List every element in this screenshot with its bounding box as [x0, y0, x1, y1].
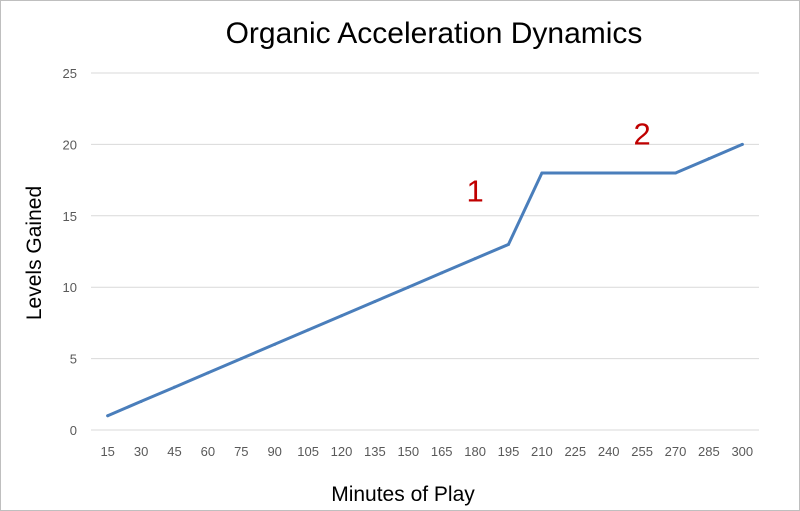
x-axis-ticks: 15 30 45 60 75 90 105 120 135 150 165 180 195 210 225 2… [100, 444, 753, 459]
series-line-0 [106, 142, 744, 418]
data-point [674, 171, 677, 175]
x-tick-label: 30 [134, 444, 148, 459]
data-point [573, 171, 577, 175]
data-point [607, 171, 611, 175]
y-axis-title: Levels Gained [23, 186, 46, 320]
data-point [507, 242, 510, 246]
x-tick-label: 225 [564, 444, 586, 459]
x-tick-label: 210 [531, 444, 553, 459]
data-point [540, 171, 544, 175]
x-tick-label: 75 [234, 444, 248, 459]
x-tick-label: 270 [665, 444, 687, 459]
data-point [406, 285, 410, 289]
x-tick-label: 285 [698, 444, 720, 459]
data-point [139, 399, 143, 403]
data-point [473, 257, 477, 261]
x-tick-label: 195 [498, 444, 520, 459]
y-tick-label: 25 [63, 66, 77, 81]
annotation-2: 2 [633, 116, 650, 151]
data-point [640, 171, 644, 175]
annotations: 12 [466, 116, 650, 208]
data-point [206, 371, 210, 375]
y-tick-label: 0 [70, 423, 77, 438]
grid-lines [91, 72, 759, 431]
x-tick-label: 45 [167, 444, 181, 459]
y-tick-label: 5 [70, 352, 77, 367]
x-tick-label: 105 [297, 444, 319, 459]
x-tick-label: 300 [731, 444, 753, 459]
x-tick-label: 135 [364, 444, 386, 459]
y-axis-ticks: 0 5 10 15 20 25 [63, 66, 77, 438]
x-tick-label: 15 [100, 444, 114, 459]
x-tick-label: 165 [431, 444, 453, 459]
data-point [373, 299, 377, 303]
x-tick-label: 255 [631, 444, 653, 459]
annotation-1: 1 [466, 174, 483, 209]
x-tick-label: 90 [267, 444, 281, 459]
chart-title: Organic Acceleration Dynamics [226, 17, 643, 50]
x-tick-label: 150 [397, 444, 419, 459]
data-point [440, 271, 444, 275]
y-tick-label: 20 [63, 137, 77, 152]
x-tick-label: 120 [331, 444, 353, 459]
data-point [239, 357, 243, 361]
series-layer [106, 142, 744, 418]
data-point [306, 328, 310, 332]
x-tick-label: 180 [464, 444, 486, 459]
y-tick-label: 10 [63, 280, 77, 295]
data-point [273, 342, 277, 346]
x-tick-label: 240 [598, 444, 620, 459]
x-tick-label: 60 [201, 444, 215, 459]
data-point [106, 414, 110, 418]
y-tick-label: 15 [63, 209, 77, 224]
data-point [707, 157, 711, 161]
x-axis-title: Minutes of Play [331, 483, 475, 506]
data-point [173, 385, 176, 389]
data-point [740, 142, 744, 146]
data-point [340, 314, 343, 318]
